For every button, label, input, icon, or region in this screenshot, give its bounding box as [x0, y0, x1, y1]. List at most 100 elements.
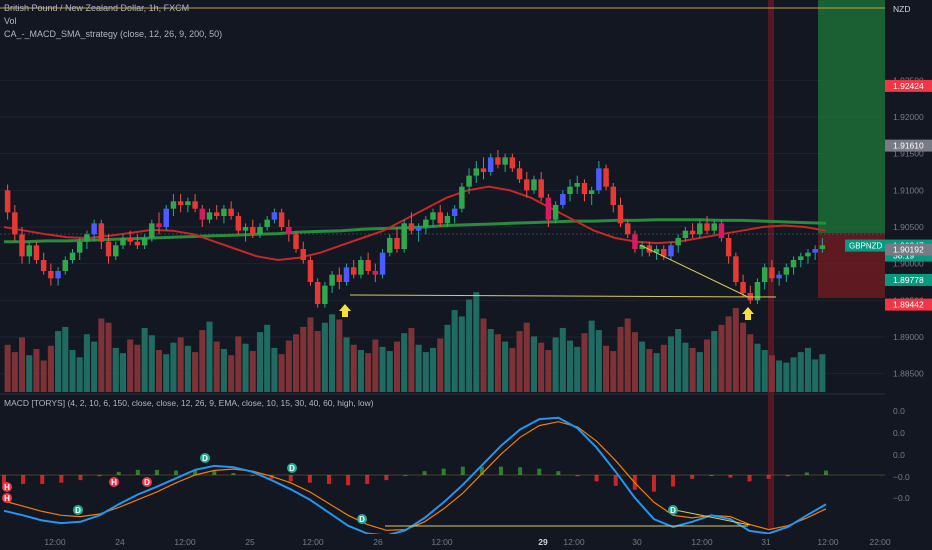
candle-body	[423, 219, 429, 227]
volume-bar	[235, 336, 242, 392]
candle-body	[545, 197, 552, 220]
symbol-badge-label: GBPNZD	[849, 242, 883, 251]
macd-histogram-bar	[651, 475, 656, 492]
candle-body	[567, 186, 573, 194]
volume-bar	[444, 324, 451, 392]
support-line	[349, 294, 777, 298]
candle-body	[250, 227, 256, 235]
candle-body	[675, 238, 681, 246]
price-badge	[885, 273, 932, 286]
macd-histogram-bar	[116, 471, 121, 475]
signal-marker-text: D	[202, 454, 208, 463]
candle-body	[221, 208, 227, 216]
volume-bar	[213, 341, 220, 392]
volume-bar	[47, 345, 54, 392]
signal-marker-bg	[200, 453, 210, 463]
macd-histogram-bar	[174, 470, 179, 475]
macd-histogram-bar	[728, 475, 733, 478]
candle-body	[408, 223, 415, 231]
volume-bar	[26, 355, 33, 392]
volume-bar	[249, 351, 256, 392]
volume-bar	[466, 299, 473, 392]
price-tick-label: 1.88500	[893, 369, 924, 379]
volume-bar	[206, 321, 213, 392]
volume-bar	[646, 348, 653, 392]
macd-histogram-bar	[499, 466, 504, 475]
sma-200-path	[4, 218, 827, 244]
strategy-legend[interactable]: CA_-_MACD_SMA_strategy (close, 12, 26, 9…	[4, 29, 223, 39]
candle-body	[343, 267, 350, 282]
macd-histogram-bar	[135, 469, 140, 475]
volume-bar	[458, 316, 465, 392]
candle-body	[798, 256, 804, 260]
volume-bar	[11, 352, 18, 392]
candle-body	[358, 260, 364, 275]
signal-marker-text: H	[111, 478, 117, 487]
volume-legend[interactable]: Vol	[4, 16, 17, 26]
price-badge	[885, 243, 932, 256]
volume-bar	[530, 336, 538, 392]
candle-body	[783, 267, 790, 275]
time-tick-label: 30	[632, 537, 642, 547]
time-axis[interactable]: 12:00 24 12:00 25 12:00 26 12:00 29 12:00 30 12:00…	[0, 534, 932, 550]
candle-body	[725, 238, 732, 257]
candle-body	[430, 212, 436, 220]
signal-marker-bg	[142, 477, 152, 487]
volume-bar	[148, 335, 155, 392]
volume-bar	[588, 320, 595, 392]
volume-bar	[667, 336, 675, 392]
volume-bar	[112, 347, 119, 392]
price-tick-label: 1.92000	[893, 112, 924, 122]
price-axis[interactable]: NZD1.925001.920001.915001.910001.905001.…	[845, 0, 932, 550]
candle-body	[26, 245, 32, 257]
volume-bar	[105, 322, 112, 392]
macd-tick-label: 0.0	[893, 450, 905, 460]
candle-body	[278, 212, 285, 227]
macd-histogram-bar	[537, 468, 542, 475]
candle-body	[98, 223, 105, 242]
symbol-title[interactable]: British Pound / New Zealand Dollar, 1h, …	[4, 3, 190, 13]
macd-tick-label: 0.0	[893, 406, 905, 416]
candle-body	[286, 227, 292, 235]
volume-bar	[812, 359, 819, 392]
candle-body	[322, 285, 328, 304]
price-tick-label: 1.91000	[893, 185, 924, 195]
volume-bar	[62, 326, 69, 392]
candle-body	[509, 157, 516, 169]
macd-histogram	[2, 466, 828, 492]
candle-body	[704, 223, 710, 231]
volume-bar	[33, 348, 40, 392]
volume-bar	[653, 353, 660, 392]
time-tick-label: 12:00	[563, 537, 585, 547]
volume-bar	[566, 340, 574, 392]
time-tick-label: 12:00	[817, 537, 839, 547]
candlestick-series	[4, 150, 826, 308]
candle-body	[307, 260, 314, 282]
price-badge	[885, 139, 932, 152]
macd-histogram-bar	[250, 475, 255, 476]
time-tick-label: 12:00	[431, 537, 453, 547]
candle-body	[531, 179, 537, 191]
macd-legend[interactable]: MACD [TORYS] (4, 2, 10, 6, 150, close, c…	[4, 398, 374, 408]
volume-bar	[783, 362, 790, 392]
macd-main-line	[3, 416, 827, 537]
candle-body	[790, 260, 797, 268]
signal-marker-bg	[668, 505, 678, 515]
macd-histogram-bar	[747, 475, 752, 482]
macd-histogram-bar	[97, 475, 102, 477]
candle-body	[653, 249, 660, 253]
macd-histogram-bar	[441, 468, 446, 475]
volume-bar	[163, 354, 170, 392]
price-badge	[885, 79, 932, 92]
candle-body	[113, 245, 119, 257]
volume-bar	[76, 357, 83, 392]
candle-body	[805, 252, 811, 257]
macd-histogram-bar	[193, 469, 198, 475]
candle-body	[524, 179, 530, 191]
macd-histogram-bar	[460, 466, 465, 475]
macd-tick-label: −0.0	[893, 493, 910, 503]
candle-body	[617, 205, 624, 224]
candle-body	[141, 238, 148, 246]
candle-body	[603, 168, 609, 187]
